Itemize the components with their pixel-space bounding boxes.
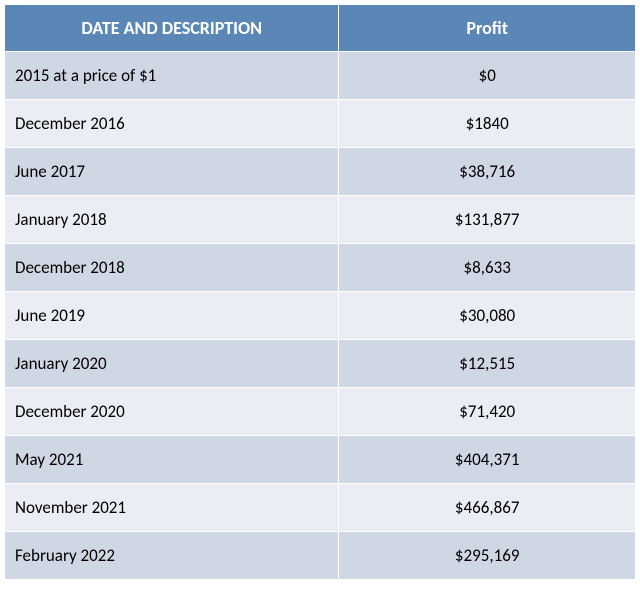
cell-date: November 2021 [5, 484, 339, 532]
table-row: February 2022$295,169 [5, 532, 636, 580]
table-row: June 2019$30,080 [5, 292, 636, 340]
cell-profit: $30,080 [339, 292, 636, 340]
cell-date: December 2018 [5, 244, 339, 292]
cell-profit: $466,867 [339, 484, 636, 532]
table-row: May 2021$404,371 [5, 436, 636, 484]
cell-profit: $71,420 [339, 388, 636, 436]
cell-profit: $295,169 [339, 532, 636, 580]
cell-profit: $38,716 [339, 148, 636, 196]
table-row: December 2016$1840 [5, 100, 636, 148]
cell-date: June 2017 [5, 148, 339, 196]
cell-date: February 2022 [5, 532, 339, 580]
col-header-date: DATE AND DESCRIPTION [5, 5, 339, 52]
table-row: November 2021$466,867 [5, 484, 636, 532]
table-header: DATE AND DESCRIPTION Profit [5, 5, 636, 52]
cell-date: 2015 at a price of $1 [5, 52, 339, 100]
cell-profit: $404,371 [339, 436, 636, 484]
table-row: December 2018$8,633 [5, 244, 636, 292]
cell-date: January 2020 [5, 340, 339, 388]
cell-profit: $8,633 [339, 244, 636, 292]
table-body: 2015 at a price of $1$0 December 2016$18… [5, 52, 636, 580]
cell-profit: $131,877 [339, 196, 636, 244]
cell-profit: $12,515 [339, 340, 636, 388]
cell-date: December 2020 [5, 388, 339, 436]
table-row: January 2020$12,515 [5, 340, 636, 388]
cell-profit: $1840 [339, 100, 636, 148]
cell-profit: $0 [339, 52, 636, 100]
col-header-profit: Profit [339, 5, 636, 52]
table-row: January 2018$131,877 [5, 196, 636, 244]
table-row: 2015 at a price of $1$0 [5, 52, 636, 100]
table-row: June 2017$38,716 [5, 148, 636, 196]
cell-date: December 2016 [5, 100, 339, 148]
cell-date: January 2018 [5, 196, 339, 244]
cell-date: June 2019 [5, 292, 339, 340]
table-row: December 2020$71,420 [5, 388, 636, 436]
profit-table: DATE AND DESCRIPTION Profit 2015 at a pr… [4, 4, 636, 580]
cell-date: May 2021 [5, 436, 339, 484]
